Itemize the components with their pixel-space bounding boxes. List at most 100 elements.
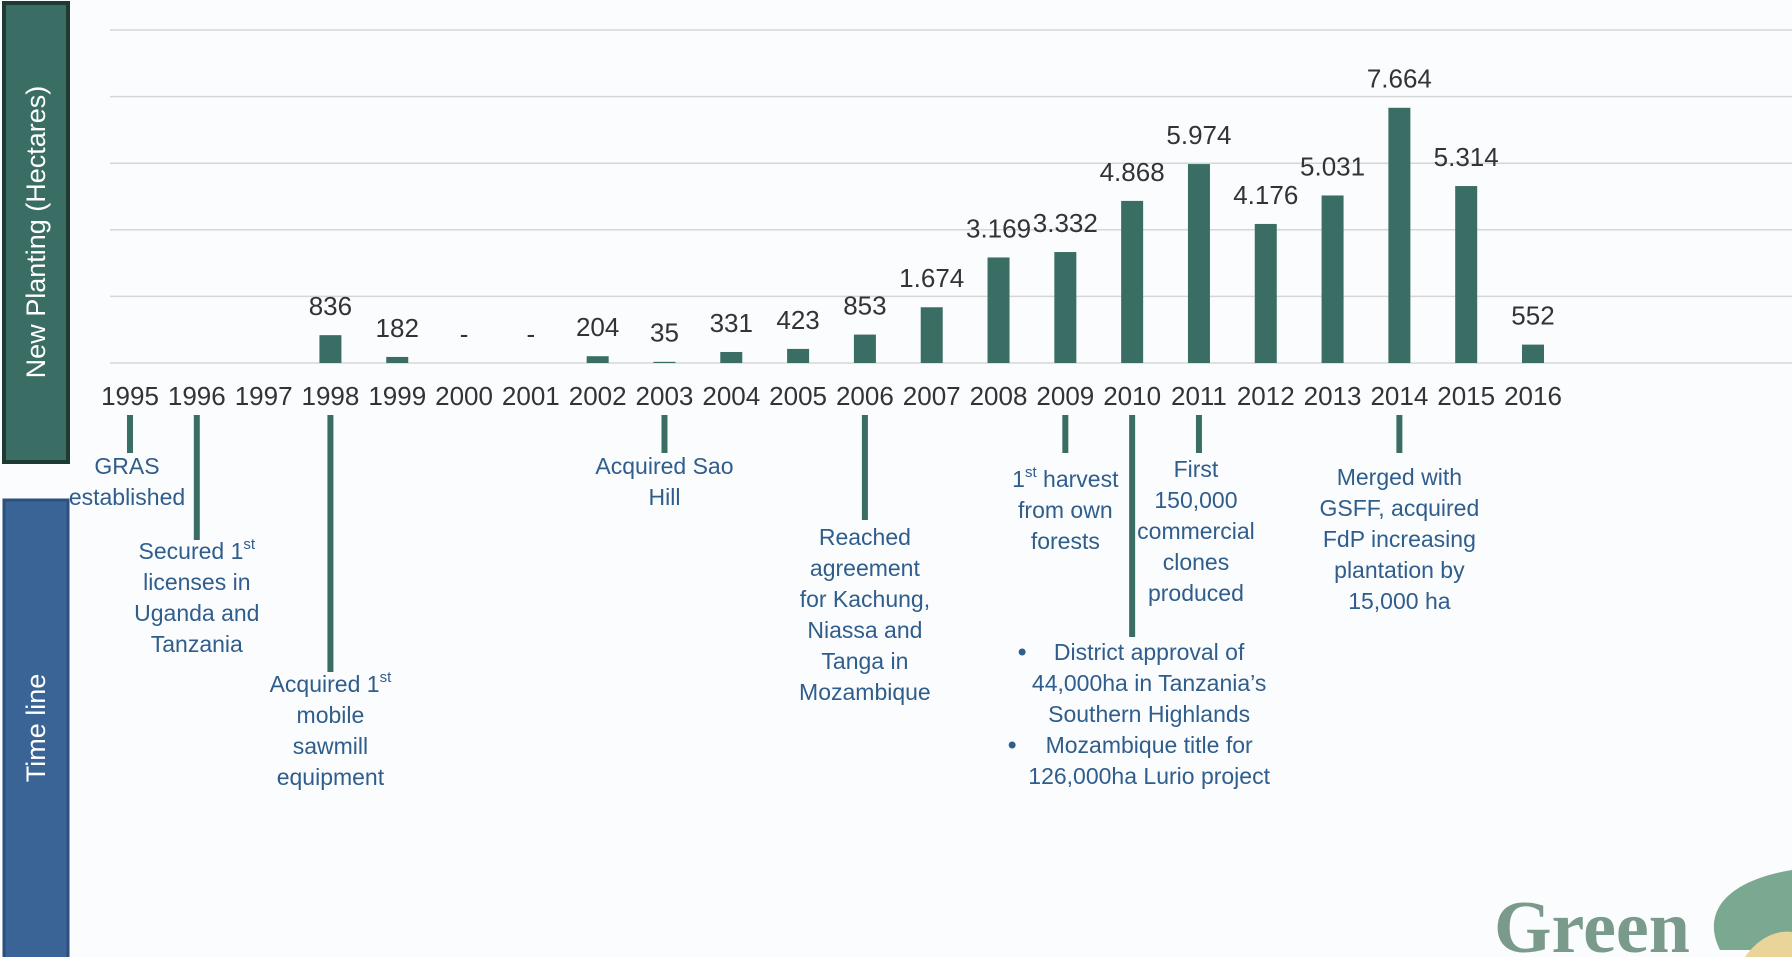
timeline-text: 126,000ha Lurio project [1028, 763, 1270, 789]
value-label: 5.974 [1166, 120, 1231, 150]
bar [1254, 223, 1277, 363]
value-label: 204 [576, 312, 619, 342]
timeline-text: FdP increasing [1323, 526, 1476, 552]
timeline-title: Time line [21, 674, 51, 783]
x-tick-label: 2001 [502, 381, 560, 411]
value-label: 853 [843, 290, 886, 320]
bar [386, 356, 409, 363]
timeline-text: forests [1031, 528, 1100, 554]
timeline-text: commercial [1137, 518, 1255, 544]
timeline-text: licenses in [143, 569, 250, 595]
bar [1455, 186, 1478, 363]
logo: Green [1494, 870, 1792, 957]
bar [1321, 195, 1344, 363]
bar [987, 257, 1010, 363]
timeline-text: Hill [648, 484, 680, 510]
value-label: 7.664 [1367, 64, 1432, 94]
value-label: 3.332 [1033, 208, 1098, 238]
timeline-text: Tanga in [821, 648, 908, 674]
logo-text: Green [1494, 887, 1690, 957]
bar [1054, 252, 1077, 363]
timeline-text: clones [1163, 549, 1229, 575]
value-label: 4.176 [1233, 180, 1298, 210]
bar [787, 348, 810, 363]
x-tick-label: 2000 [435, 381, 493, 411]
timeline-text: produced [1148, 580, 1244, 606]
value-label: 836 [309, 291, 352, 321]
bar [1121, 200, 1144, 363]
x-tick-label: 1995 [101, 381, 159, 411]
value-label: 4.868 [1100, 157, 1165, 187]
timeline-text: Acquired Sao [595, 453, 733, 479]
value-label: 552 [1511, 300, 1554, 330]
x-tick-label: 2003 [636, 381, 694, 411]
x-tick-label: 2012 [1237, 381, 1295, 411]
timeline-text: Secured 1st [139, 536, 256, 564]
timeline-text: GSFF, acquired [1319, 495, 1479, 521]
timeline-text: Southern Highlands [1048, 701, 1250, 727]
timeline-text: Mozambique title for [1046, 732, 1253, 758]
bar [720, 351, 743, 363]
timeline-text: Tanzania [151, 631, 243, 657]
value-label: - [460, 319, 469, 349]
x-tick-label: 2011 [1171, 381, 1227, 411]
logo-leaf [1713, 870, 1792, 950]
value-label: 35 [650, 318, 679, 348]
timeline-text: Acquired 1st [270, 669, 392, 697]
y-axis-label: New Planting (Hectares) [21, 86, 51, 379]
timeline-text: established [69, 484, 185, 510]
timeline-text: plantation by [1334, 557, 1465, 583]
bar [586, 356, 609, 363]
bar [1388, 107, 1411, 363]
bar [1522, 344, 1544, 363]
timeline-text: sawmill [293, 733, 368, 759]
x-tick-label: 2015 [1437, 381, 1495, 411]
value-label: - [527, 319, 536, 349]
timeline-text: Reached [819, 524, 911, 550]
timeline-text: First [1174, 456, 1219, 482]
timeline-text: Uganda and [134, 600, 259, 626]
timeline-text: 15,000 ha [1348, 588, 1451, 614]
x-tick-label: 2008 [970, 381, 1028, 411]
x-tick-label: 2005 [769, 381, 827, 411]
bar [653, 361, 676, 363]
bar [1187, 164, 1210, 363]
x-tick-label: 2004 [702, 381, 760, 411]
x-tick-label: 2006 [836, 381, 894, 411]
value-label: 423 [776, 305, 819, 335]
x-tick-label: 1997 [235, 381, 293, 411]
x-tick-label: 2007 [903, 381, 961, 411]
bar [920, 307, 943, 363]
x-tick-label: 2002 [569, 381, 627, 411]
value-label: 5.314 [1434, 142, 1499, 172]
timeline-text: Mozambique [799, 679, 931, 705]
x-tick-label: 1999 [368, 381, 426, 411]
y-label-box [2, 1, 70, 464]
x-tick-label: 2016 [1504, 381, 1562, 411]
timeline-text: equipment [277, 764, 385, 790]
timeline-text: GRAS [94, 453, 159, 479]
timeline-text: for Kachung, [800, 586, 930, 612]
timeline-text: Merged with [1337, 464, 1462, 490]
logo-leaf [1745, 931, 1792, 957]
bullet [1018, 648, 1026, 656]
timeline-box [2, 498, 70, 957]
value-label: 331 [710, 308, 753, 338]
timeline-text: 44,000ha in Tanzania’s [1032, 670, 1266, 696]
timeline-text: 150,000 [1154, 487, 1237, 513]
bar [319, 335, 342, 363]
value-label: 182 [376, 313, 419, 343]
x-tick-label: 2009 [1036, 381, 1094, 411]
value-label: 1.674 [899, 263, 964, 293]
timeline-text: agreement [810, 555, 921, 581]
timeline-text: District approval of [1054, 639, 1245, 665]
x-tick-label: 2013 [1304, 381, 1362, 411]
value-label: 5.031 [1300, 151, 1365, 181]
value-label: 3.169 [966, 213, 1031, 243]
bar [853, 334, 876, 363]
bullet [1008, 741, 1016, 749]
timeline-text: 1st harvest [1012, 464, 1119, 492]
x-tick-label: 2010 [1103, 381, 1161, 411]
timeline-text: Niassa and [807, 617, 922, 643]
